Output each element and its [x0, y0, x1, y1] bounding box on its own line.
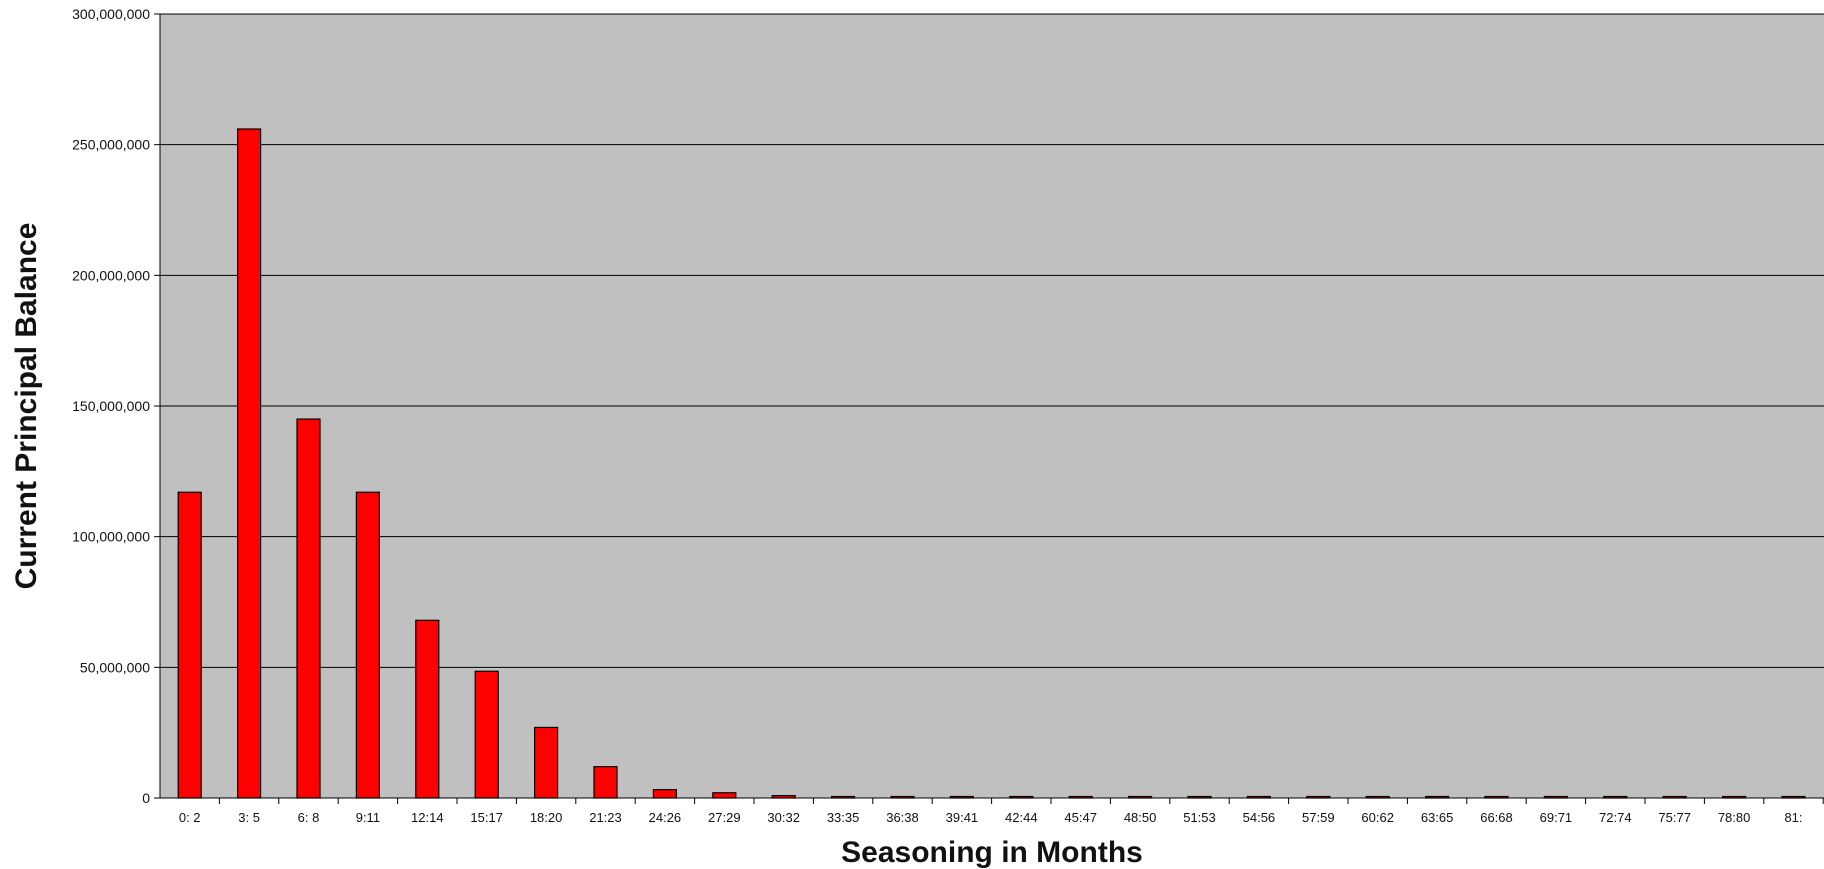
x-tick-label: 69:71: [1540, 810, 1573, 825]
y-tick-label: 0: [142, 790, 150, 806]
bar: [593, 766, 618, 799]
x-tick-label: 45:47: [1064, 810, 1097, 825]
x-tick-label: 36:38: [886, 810, 919, 825]
y-tick-label: 200,000,000: [72, 267, 150, 283]
x-tick-label: 48:50: [1124, 810, 1157, 825]
x-tick-label: 81:: [1784, 810, 1802, 825]
bars: [177, 128, 1806, 799]
x-tick-label: 9:11: [356, 810, 380, 825]
bar: [237, 128, 262, 799]
x-tick-label: 0: 2: [179, 810, 201, 825]
y-tick-label: 250,000,000: [72, 137, 150, 153]
bar: [533, 726, 559, 799]
x-tick-label: 54:56: [1243, 810, 1276, 825]
y-tick-label: 50,000,000: [80, 659, 150, 675]
x-axis-title: Seasoning in Months: [841, 836, 1143, 869]
x-tick-label: 57:59: [1302, 810, 1335, 825]
x-tick-label: 63:65: [1421, 810, 1454, 825]
y-tick-label: 150,000,000: [72, 398, 150, 414]
x-tick-label: 3: 5: [238, 810, 260, 825]
x-tick-label: 66:68: [1480, 810, 1513, 825]
x-tick-label: 21:23: [589, 810, 622, 825]
bar: [712, 792, 737, 799]
x-tick-label: 18:20: [530, 810, 563, 825]
bar: [296, 418, 321, 799]
y-axis-title: Current Principal Balance: [10, 223, 43, 590]
x-tick-label: 60:62: [1361, 810, 1394, 825]
x-tick-label: 51:53: [1183, 810, 1216, 825]
bar: [415, 619, 440, 799]
x-tick-label: 33:35: [827, 810, 860, 825]
y-tick-label: 300,000,000: [72, 6, 150, 22]
x-tick-label: 78:80: [1718, 810, 1751, 825]
bar: [474, 670, 499, 799]
x-tick-label: 72:74: [1599, 810, 1632, 825]
bar: [355, 491, 380, 799]
x-tick-label: 75:77: [1658, 810, 1691, 825]
y-axis: 0 50,000,000 100,000,000 150,000,000 200,000…: [72, 6, 161, 806]
x-tick-label: 42:44: [1005, 810, 1038, 825]
x-tick-label: 30:32: [767, 810, 800, 825]
x-tick-label: 39:41: [946, 810, 979, 825]
x-tick-label: 6: 8: [298, 810, 320, 825]
bar: [177, 491, 202, 799]
x-tick-label: 15:17: [470, 810, 503, 825]
x-tick-label: 12:14: [411, 810, 444, 825]
x-axis: 0: 2 3: 5 6: 8 9:11 12:14 15:17 18:20 21:23 24:2…: [160, 797, 1824, 825]
y-tick-label: 100,000,000: [72, 529, 150, 545]
x-tick-label: 27:29: [708, 810, 741, 825]
x-tick-label: 24:26: [649, 810, 682, 825]
bar: [652, 789, 678, 799]
